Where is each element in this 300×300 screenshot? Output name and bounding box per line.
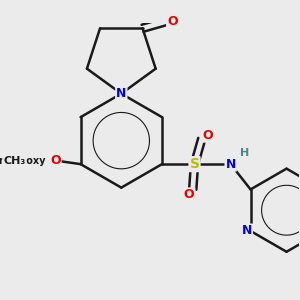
Text: S: S — [190, 157, 200, 171]
Text: N: N — [226, 158, 236, 171]
Text: O: O — [184, 188, 194, 201]
Text: O: O — [167, 14, 178, 28]
Text: N: N — [116, 87, 127, 100]
Text: O: O — [50, 154, 61, 167]
Text: CH₃: CH₃ — [3, 155, 26, 166]
Text: N: N — [242, 224, 252, 238]
Text: methoxy: methoxy — [0, 155, 46, 166]
Text: O: O — [203, 129, 213, 142]
Text: H: H — [241, 148, 250, 158]
